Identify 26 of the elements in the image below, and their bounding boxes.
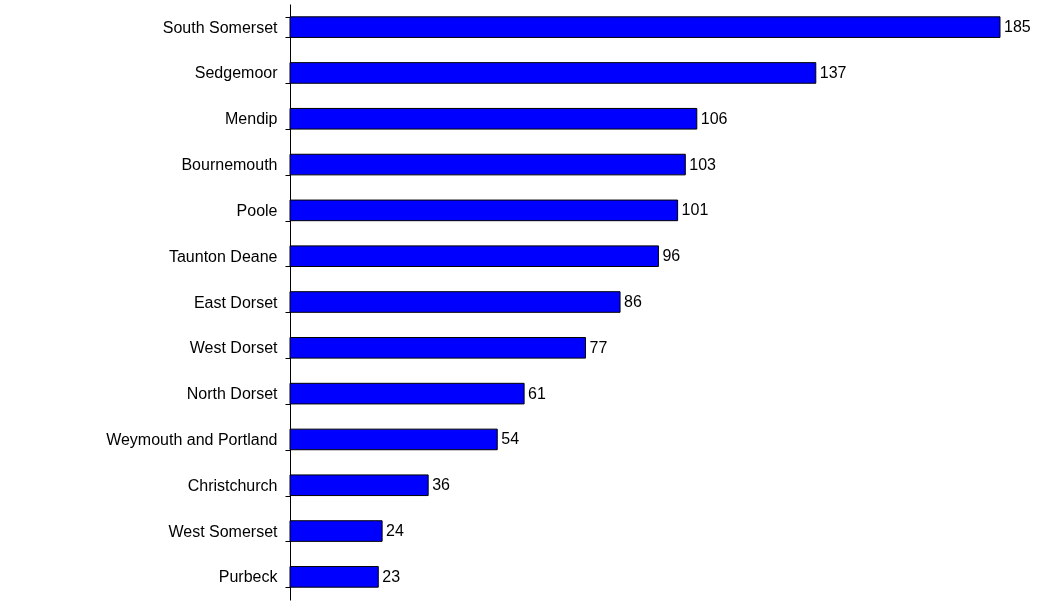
data-label: 106 bbox=[700, 109, 728, 127]
y-tick-label: Mendip bbox=[225, 110, 278, 128]
y-tick-label: North Dorset bbox=[186, 385, 279, 403]
y-tick-label: Poole bbox=[236, 201, 278, 219]
data-label: 185 bbox=[1004, 18, 1031, 36]
y-tick-label: West Somerset bbox=[168, 522, 279, 540]
data-label: 77 bbox=[589, 338, 608, 356]
data-label: 36 bbox=[432, 476, 451, 494]
data-label: 61 bbox=[528, 384, 547, 402]
data-label: 54 bbox=[501, 430, 520, 448]
y-tick-label: Bournemouth bbox=[181, 156, 278, 174]
y-tick-label: Sedgemoor bbox=[194, 64, 279, 82]
data-label: 86 bbox=[624, 293, 642, 310]
y-tick-label: South Somerset bbox=[162, 18, 279, 36]
data-label: 101 bbox=[681, 201, 709, 219]
data-label: 96 bbox=[662, 247, 681, 265]
data-label: 137 bbox=[819, 63, 847, 81]
y-tick-label: Christchurch bbox=[187, 476, 278, 494]
y-tick-label: West Dorset bbox=[189, 339, 279, 357]
y-tick-label: Weymouth and Portland bbox=[106, 430, 278, 448]
data-label: 24 bbox=[386, 522, 405, 540]
data-label: 23 bbox=[382, 567, 401, 585]
data-label: 103 bbox=[689, 155, 717, 173]
y-tick-label: East Dorset bbox=[193, 293, 279, 311]
y-tick-label: Purbeck bbox=[218, 568, 279, 586]
y-tick-label: Taunton Deane bbox=[168, 247, 278, 265]
